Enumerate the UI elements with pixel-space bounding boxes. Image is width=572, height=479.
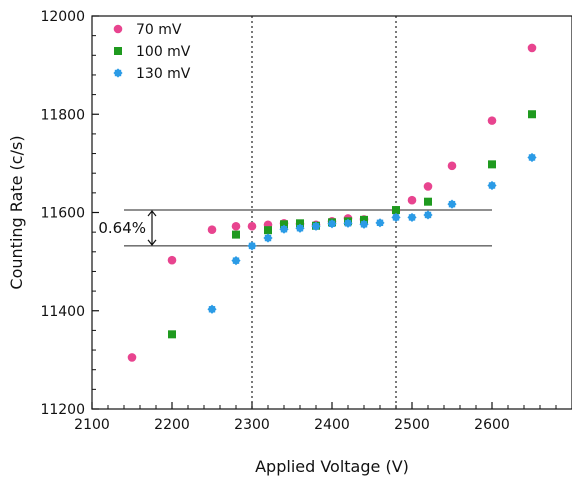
data-point-overlay xyxy=(248,242,256,250)
span-arrow-head-top xyxy=(147,210,157,217)
data-point xyxy=(424,197,432,206)
data-point xyxy=(447,161,457,171)
data-point xyxy=(528,110,536,119)
data-point xyxy=(407,195,417,205)
y-tick-label: 12000 xyxy=(40,9,85,25)
data-point xyxy=(167,255,177,265)
data-point-overlay xyxy=(528,154,536,161)
x-axis-label: Applied Voltage (V) xyxy=(255,457,409,476)
x-axis: 2100 2200 2300 2400 2500 2600 xyxy=(74,402,572,433)
data-point xyxy=(423,182,433,191)
data-point xyxy=(280,220,288,229)
legend-label: 100 mV xyxy=(136,44,191,60)
legend-marker xyxy=(113,24,123,34)
data-point-overlay xyxy=(208,306,216,313)
span-arrow-head-bottom xyxy=(147,239,157,246)
y-tick-label: 11800 xyxy=(40,107,85,123)
data-point xyxy=(392,206,400,215)
data-point-overlay xyxy=(448,200,456,208)
x-tick-label: 2100 xyxy=(74,417,110,433)
data-point-overlay xyxy=(488,182,496,189)
x-tick-label: 2500 xyxy=(394,417,430,433)
legend: 70 mV 100 mV 130 mV xyxy=(113,22,191,82)
data-point xyxy=(207,225,217,234)
legend-marker xyxy=(114,47,122,55)
y-axis-label: Counting Rate (c/s) xyxy=(7,135,26,289)
data-point xyxy=(487,116,497,125)
data-point-overlay xyxy=(280,226,288,233)
legend-marker-overlay xyxy=(114,69,122,77)
data-point xyxy=(231,221,241,231)
data-points xyxy=(127,43,537,362)
y-tick-label: 11200 xyxy=(40,402,85,418)
data-point xyxy=(168,330,176,339)
data-point xyxy=(127,353,137,362)
data-point-overlay xyxy=(392,214,400,221)
legend-label: 130 mV xyxy=(136,66,191,82)
data-point xyxy=(232,230,240,239)
x-tick-label: 2400 xyxy=(314,417,350,433)
data-point-overlay xyxy=(264,234,272,242)
data-point xyxy=(488,160,496,169)
data-point xyxy=(247,221,257,231)
legend-label: 70 mV xyxy=(136,22,182,38)
x-tick-label: 2600 xyxy=(474,417,510,433)
data-point-overlay xyxy=(328,220,336,227)
data-point xyxy=(264,226,272,235)
data-point-overlay xyxy=(344,220,352,227)
data-point-overlay xyxy=(360,221,368,228)
data-point-overlay xyxy=(376,219,384,227)
data-point-overlay xyxy=(312,223,320,230)
data-point-overlay xyxy=(232,257,240,264)
annotations: 0.64% xyxy=(98,210,157,246)
y-tick-label: 11400 xyxy=(40,304,85,320)
x-tick-label: 2200 xyxy=(154,417,190,433)
x-tick-label: 2300 xyxy=(234,417,270,433)
data-point-overlay xyxy=(296,225,304,232)
data-point xyxy=(296,219,304,228)
span-annotation-label: 0.64% xyxy=(98,219,146,237)
data-point-overlay xyxy=(408,214,416,221)
y-axis: 11200 11400 11600 11800 12000 xyxy=(40,9,99,418)
y-tick-label: 11600 xyxy=(40,206,85,222)
data-point-overlay xyxy=(424,211,432,219)
data-point xyxy=(527,43,537,53)
